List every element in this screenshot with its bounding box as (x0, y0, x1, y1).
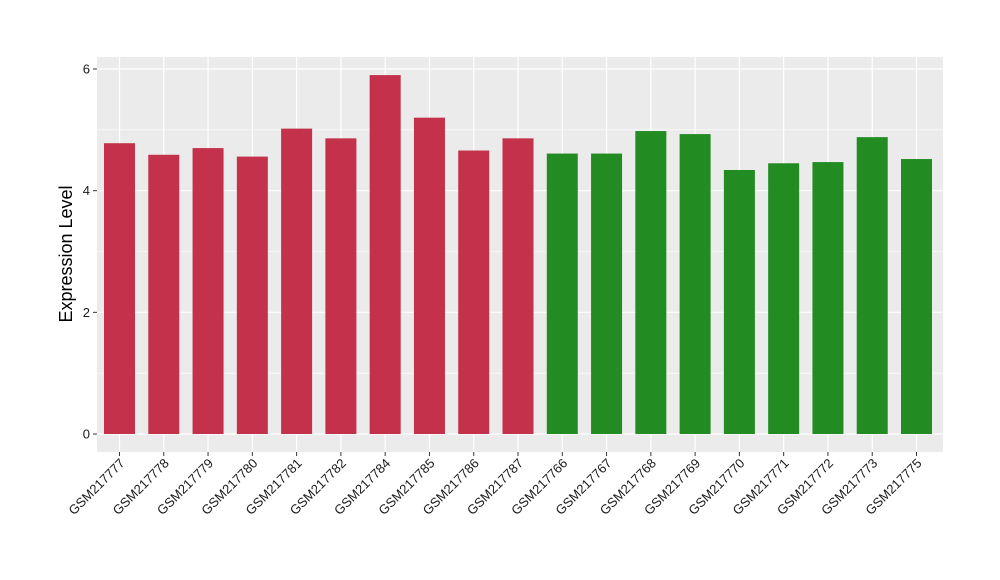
bar-GSM217780 (236, 156, 268, 434)
bar-GSM217778 (148, 154, 180, 434)
bar-GSM217786 (458, 150, 490, 434)
y-axis: 0 2 4 6 (83, 62, 97, 442)
bar-GSM217773 (856, 137, 888, 434)
bar-GSM217781 (281, 128, 313, 434)
bar-GSM217784 (369, 75, 401, 434)
y-axis-title: Expression Level (56, 185, 76, 322)
x-axis: GSM217777GSM217778GSM217779GSM217780GSM2… (65, 452, 925, 518)
bar-GSM217767 (591, 153, 623, 434)
bar-GSM217785 (413, 117, 445, 435)
bar-GSM217769 (679, 134, 711, 434)
y-tick-label: 4 (83, 183, 90, 198)
y-tick-label: 2 (83, 305, 90, 320)
bar-GSM217770 (723, 169, 755, 434)
bar-GSM217779 (192, 148, 224, 435)
bar-GSM217787 (502, 138, 534, 434)
bar-GSM217771 (768, 163, 800, 434)
y-tick-label: 6 (83, 62, 90, 77)
bar-GSM217772 (812, 162, 844, 434)
bar-GSM217777 (104, 143, 135, 434)
bar-GSM217768 (635, 131, 667, 435)
bar-GSM217782 (325, 138, 357, 434)
bars (104, 75, 932, 435)
y-tick-label: 0 (83, 427, 90, 442)
bar-GSM217766 (546, 153, 578, 434)
bar-GSM217775 (901, 159, 932, 435)
